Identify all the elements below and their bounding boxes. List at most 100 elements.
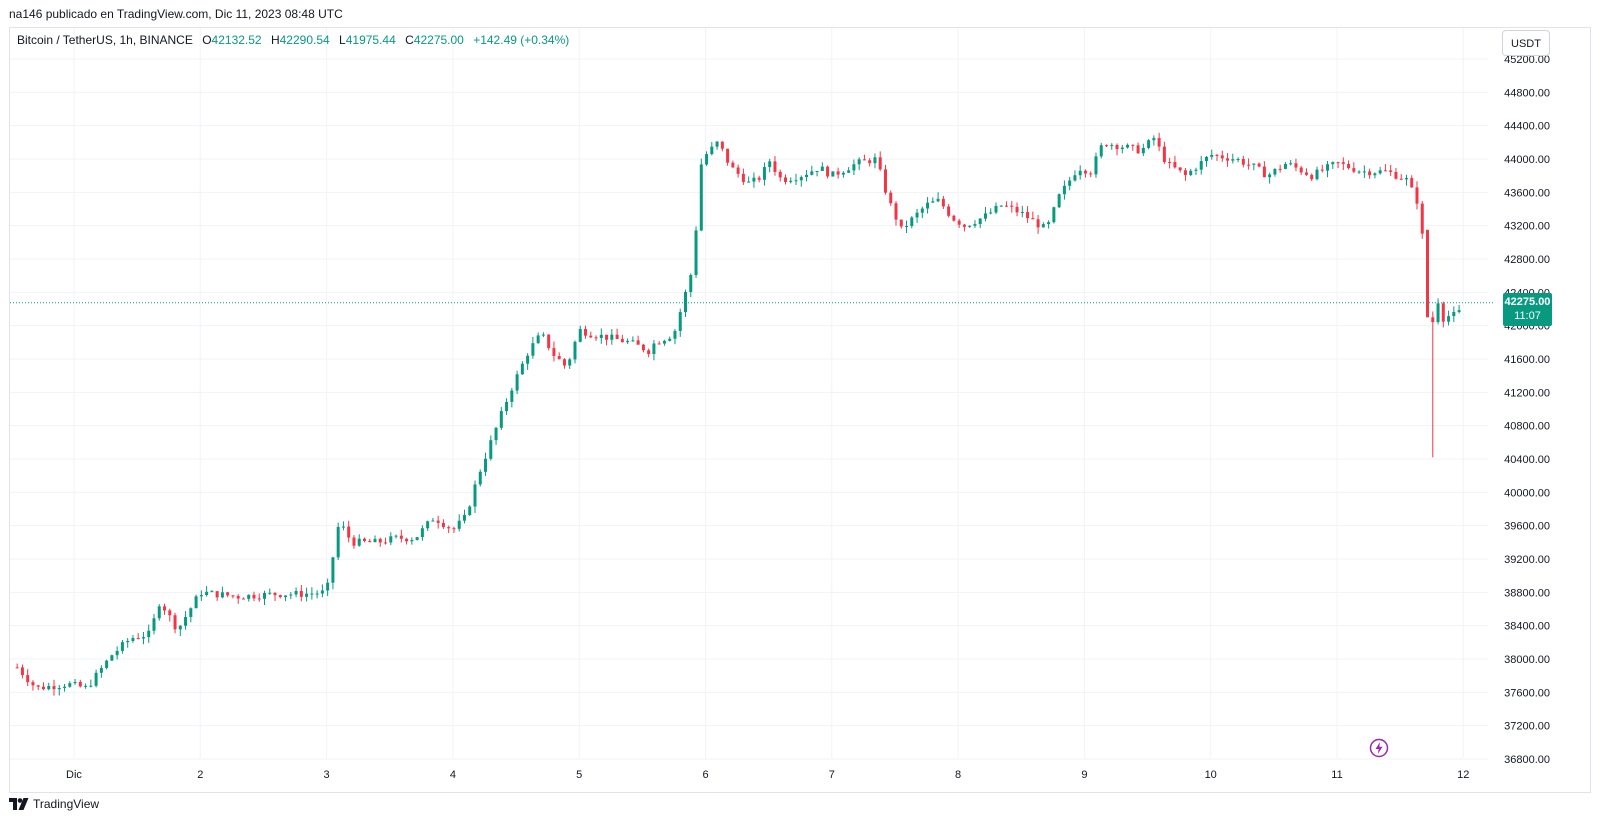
candle-body bbox=[41, 686, 45, 690]
candle-body bbox=[273, 592, 277, 596]
candle-body bbox=[31, 682, 35, 686]
open-label: O bbox=[202, 33, 212, 47]
candle-body bbox=[889, 192, 893, 204]
candle-body bbox=[1320, 169, 1324, 171]
y-tick-label: 44800.00 bbox=[1504, 87, 1550, 99]
candle-body bbox=[636, 340, 640, 345]
candle-body bbox=[652, 343, 656, 354]
candle-body bbox=[1068, 180, 1072, 186]
candle-body bbox=[1289, 163, 1293, 165]
candle-body bbox=[494, 427, 498, 441]
candle-countdown: 11:07 bbox=[1514, 310, 1541, 322]
candle-body bbox=[773, 161, 777, 172]
x-tick-label: 4 bbox=[450, 769, 456, 781]
candle-body bbox=[94, 672, 98, 686]
low-value: 41975.44 bbox=[345, 33, 396, 47]
candle-body bbox=[662, 340, 666, 344]
current-price-value: 42275.00 bbox=[1504, 296, 1551, 308]
candle-body bbox=[673, 330, 677, 339]
x-tick-label: 7 bbox=[829, 769, 835, 781]
candle-body bbox=[168, 610, 172, 616]
candle-body bbox=[910, 217, 914, 227]
candle-body bbox=[57, 687, 61, 690]
candle-body bbox=[1273, 168, 1277, 175]
candle-body bbox=[794, 180, 798, 182]
candle-body bbox=[1152, 138, 1156, 141]
candle-body bbox=[599, 334, 603, 339]
candle-body bbox=[826, 166, 830, 177]
candle-body bbox=[1415, 187, 1419, 204]
candle-body bbox=[968, 225, 972, 227]
candle-body bbox=[505, 401, 509, 412]
candle-body bbox=[1073, 175, 1077, 181]
candle-body bbox=[1304, 172, 1308, 175]
x-tick-label: 8 bbox=[955, 769, 961, 781]
candle-body bbox=[747, 181, 751, 183]
lightning-icon[interactable] bbox=[1369, 738, 1389, 758]
candle-body bbox=[931, 201, 935, 203]
y-tick-label: 38400.00 bbox=[1504, 621, 1550, 633]
candle-body bbox=[489, 440, 493, 459]
candle-body bbox=[1189, 170, 1193, 176]
candle-body bbox=[568, 359, 572, 366]
candle-body bbox=[1420, 203, 1424, 234]
candle-body bbox=[1026, 211, 1030, 219]
candle-body bbox=[410, 540, 414, 542]
x-tick-label: 6 bbox=[702, 769, 708, 781]
currency-button[interactable]: USDT bbox=[1502, 30, 1550, 56]
candle-body bbox=[1089, 173, 1093, 175]
candle-body bbox=[1020, 211, 1024, 213]
candle-body bbox=[415, 537, 419, 541]
price-axis[interactable]: 45200.00 44800.00 44400.00 44000.00 43600.00… bbox=[1504, 54, 1550, 766]
candle-body bbox=[157, 606, 161, 619]
candle-body bbox=[657, 343, 661, 345]
candle-body bbox=[357, 538, 361, 546]
candle-body bbox=[684, 291, 688, 313]
candle-body bbox=[1257, 163, 1261, 167]
candle-body bbox=[320, 590, 324, 594]
candle-body bbox=[263, 592, 267, 599]
candle-body bbox=[1210, 154, 1214, 157]
candle-body bbox=[1404, 178, 1408, 180]
y-tick-label: 38800.00 bbox=[1504, 587, 1550, 599]
candle-body bbox=[862, 159, 866, 161]
candle-body bbox=[462, 515, 466, 521]
candle-body bbox=[868, 160, 872, 164]
tradingview-logo[interactable]: TradingView bbox=[9, 797, 99, 811]
candle-body bbox=[1168, 162, 1172, 164]
candle-body bbox=[131, 638, 135, 641]
candle-body bbox=[983, 213, 987, 219]
candle-body bbox=[362, 538, 366, 542]
close-label: C bbox=[405, 33, 414, 47]
candle-body bbox=[689, 275, 693, 292]
candle-body bbox=[284, 595, 288, 598]
y-tick-label: 41600.00 bbox=[1504, 354, 1550, 366]
candles bbox=[15, 132, 1461, 696]
candle-body bbox=[1341, 162, 1345, 164]
candle-body bbox=[99, 667, 103, 673]
candle-body bbox=[141, 637, 145, 639]
symbol-legend: Bitcoin / TetherUS, 1h, BINANCE O42132.5… bbox=[17, 33, 569, 47]
candle-body bbox=[1373, 173, 1377, 176]
candle-body bbox=[915, 212, 919, 218]
y-tick-label: 42800.00 bbox=[1504, 254, 1550, 266]
y-tick-label: 36800.00 bbox=[1504, 754, 1550, 766]
candle-body bbox=[557, 355, 561, 360]
candle-body bbox=[178, 625, 182, 630]
candle-body bbox=[1194, 169, 1198, 171]
candle-body bbox=[1410, 178, 1414, 188]
current-price-label: 42275.00 11:07 bbox=[1503, 293, 1552, 326]
candle-body bbox=[552, 348, 556, 356]
candle-body bbox=[484, 458, 488, 472]
candle-body bbox=[1262, 166, 1266, 178]
candle-body bbox=[952, 215, 956, 221]
candle-body bbox=[757, 177, 761, 180]
candle-body bbox=[694, 230, 698, 276]
time-axis[interactable]: Dic 2 3 4 5 6 7 8 9 10 11 12 bbox=[66, 769, 1469, 781]
candle-body bbox=[1231, 159, 1235, 161]
candle-body bbox=[1368, 171, 1372, 176]
candlestick-chart[interactable]: 45200.00 44800.00 44400.00 44000.00 43600.00… bbox=[10, 28, 1590, 792]
candle-body bbox=[873, 157, 877, 164]
candle-body bbox=[252, 594, 256, 599]
candle-body bbox=[641, 344, 645, 351]
